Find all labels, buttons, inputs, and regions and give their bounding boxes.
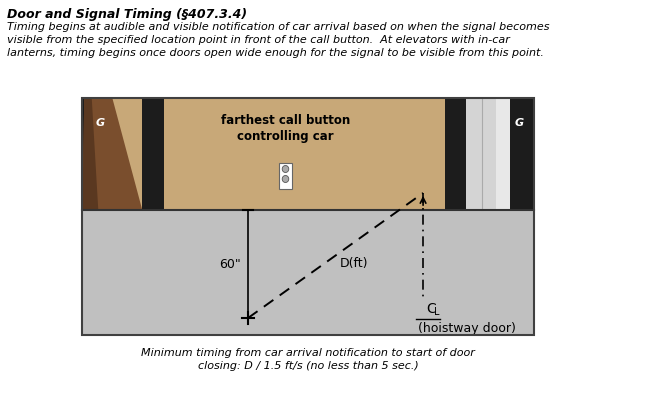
Text: Timing begins at audible and visible notification of car arrival based on when t: Timing begins at audible and visible not… <box>7 22 550 58</box>
Text: Minimum timing from car arrival notification to start of door
closing: D / 1.5 f: Minimum timing from car arrival notifica… <box>141 348 475 371</box>
Text: Door and Signal Timing (§407.3.4): Door and Signal Timing (§407.3.4) <box>7 8 248 21</box>
Polygon shape <box>82 98 111 210</box>
Text: 60": 60" <box>219 257 241 270</box>
Text: D(ft): D(ft) <box>340 257 369 270</box>
Text: G: G <box>515 118 524 128</box>
Text: C: C <box>426 302 436 316</box>
Circle shape <box>283 165 289 173</box>
Polygon shape <box>82 98 143 210</box>
Polygon shape <box>82 98 534 210</box>
Bar <box>82 98 534 335</box>
Text: farthest call button
controlling car: farthest call button controlling car <box>221 114 350 143</box>
Text: G: G <box>95 118 105 128</box>
Circle shape <box>283 176 289 182</box>
Text: L: L <box>434 307 439 317</box>
Polygon shape <box>82 98 534 335</box>
Text: (hoistway door): (hoistway door) <box>419 322 516 335</box>
Polygon shape <box>445 98 466 210</box>
Polygon shape <box>466 98 496 210</box>
Polygon shape <box>82 98 98 210</box>
Polygon shape <box>510 98 534 210</box>
Polygon shape <box>496 98 510 210</box>
Bar <box>279 163 292 189</box>
Polygon shape <box>143 98 164 210</box>
